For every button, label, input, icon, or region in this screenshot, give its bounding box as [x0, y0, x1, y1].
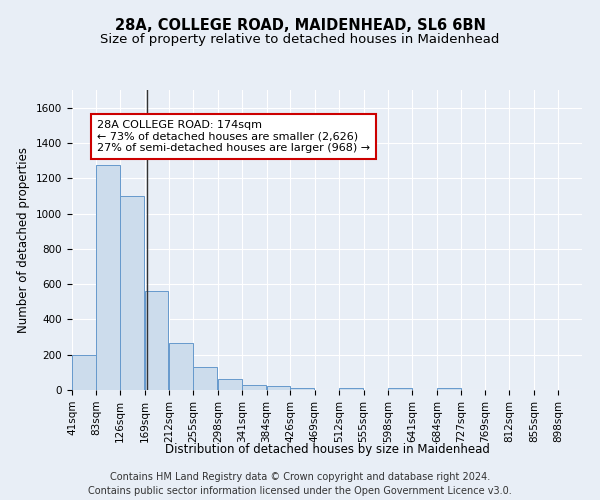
- Bar: [290, 388, 314, 390]
- Text: Contains HM Land Registry data © Crown copyright and database right 2024.: Contains HM Land Registry data © Crown c…: [110, 472, 490, 482]
- Bar: [218, 380, 242, 390]
- Bar: [169, 343, 193, 390]
- Bar: [266, 386, 290, 390]
- Text: Size of property relative to detached houses in Maidenhead: Size of property relative to detached ho…: [100, 32, 500, 46]
- Bar: [388, 388, 412, 390]
- Bar: [120, 196, 144, 390]
- Text: Contains public sector information licensed under the Open Government Licence v3: Contains public sector information licen…: [88, 486, 512, 496]
- Bar: [96, 165, 119, 390]
- Bar: [145, 291, 169, 390]
- Text: Distribution of detached houses by size in Maidenhead: Distribution of detached houses by size …: [164, 442, 490, 456]
- Bar: [437, 388, 461, 390]
- Y-axis label: Number of detached properties: Number of detached properties: [17, 147, 31, 333]
- Bar: [242, 384, 266, 390]
- Text: 28A COLLEGE ROAD: 174sqm
← 73% of detached houses are smaller (2,626)
27% of sem: 28A COLLEGE ROAD: 174sqm ← 73% of detach…: [97, 120, 370, 153]
- Text: 28A, COLLEGE ROAD, MAIDENHEAD, SL6 6BN: 28A, COLLEGE ROAD, MAIDENHEAD, SL6 6BN: [115, 18, 485, 32]
- Bar: [339, 388, 363, 390]
- Bar: [72, 354, 96, 390]
- Bar: [193, 367, 217, 390]
